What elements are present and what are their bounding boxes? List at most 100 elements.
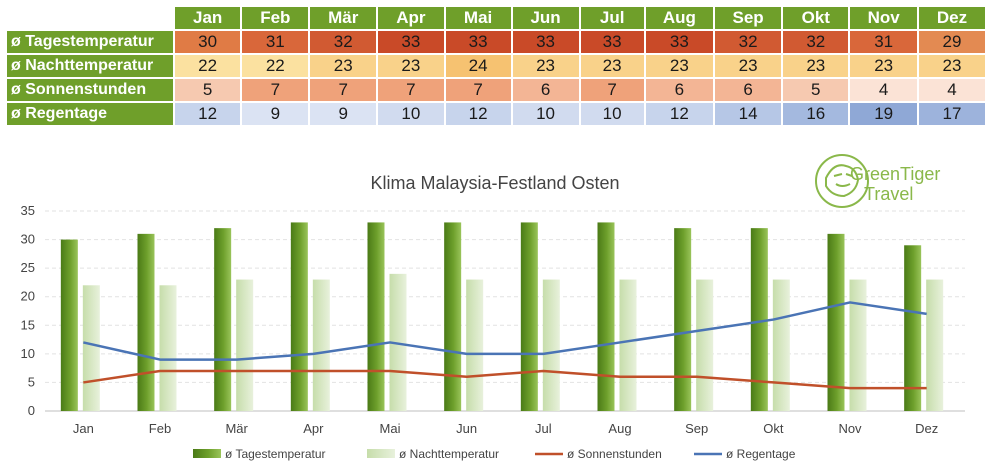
chart-legend: ø Tagestemperatur ø Nachttemperatur ø Sonn… <box>193 447 796 461</box>
table-cell: 33 <box>580 31 644 53</box>
table-cell: 22 <box>174 55 241 77</box>
month-header-11: Dez <box>919 7 985 29</box>
grid-layer <box>45 210 965 412</box>
climate-table: Jan Feb Mär Apr Mai Jun Jul Aug Sep Okt Nov Dez ø T… <box>5 5 987 127</box>
x-tick-label: Sep <box>685 421 708 436</box>
table-row: ø Tagestemperatur 30 31 32 33 33 33 33 33 32 32 31 2… <box>7 31 985 53</box>
bar-0-3 <box>290 222 308 411</box>
x-tick-label: Dez <box>915 421 938 436</box>
bar-1-8 <box>696 279 714 411</box>
table-cell: 22 <box>242 55 309 77</box>
month-header-0: Jan <box>174 7 241 29</box>
climate-chart: Klima Malaysia-Festland Osten 0 5 10 15 20 25… <box>21 173 965 461</box>
table-cell: 23 <box>714 55 782 77</box>
logo-wordmark-line1: GreenTiger <box>850 164 940 184</box>
month-header-6: Jul <box>580 7 644 29</box>
y-tick-label: 20 <box>21 289 35 304</box>
y-tick-label: 35 <box>21 203 35 218</box>
row-label: ø Regentage <box>7 103 173 125</box>
table-cell: 29 <box>919 31 985 53</box>
table-cell: 10 <box>512 103 579 125</box>
x-tick-label: Mär <box>225 421 248 436</box>
x-tick-label: Mai <box>380 421 401 436</box>
row-label: ø Nachttemperatur <box>7 55 173 77</box>
bar-0-7 <box>597 222 615 411</box>
legend-label: ø Sonnenstunden <box>567 447 662 461</box>
table-row: ø Nachttemperatur 22 22 23 23 24 23 23 23 23 23 23 2… <box>7 55 985 77</box>
month-header-5: Jun <box>512 7 579 29</box>
x-tick-label: Okt <box>763 421 784 436</box>
bar-1-10 <box>849 279 867 411</box>
y-tick-label: 15 <box>21 317 35 332</box>
table-cell: 23 <box>378 55 444 77</box>
x-tick-label: Jun <box>456 421 477 436</box>
month-header-8: Sep <box>714 7 782 29</box>
month-header-10: Nov <box>850 7 918 29</box>
table-cell: 12 <box>174 103 241 125</box>
month-header-2: Mär <box>310 7 377 29</box>
axis-layer: 0 5 10 15 20 25 30 35 Jan Feb Mär Apr Mai Jun Jul Aug Se… <box>21 203 939 436</box>
table-cell: 6 <box>645 79 713 101</box>
table-cell: 23 <box>310 55 377 77</box>
table-cell: 7 <box>310 79 377 101</box>
table-cell: 32 <box>310 31 377 53</box>
green-tiger-travel-logo: GreenTiger Travel <box>812 150 962 212</box>
month-header-9: Okt <box>783 7 849 29</box>
legend-label: ø Tagestemperatur <box>225 447 326 461</box>
table-cell: 12 <box>445 103 511 125</box>
bar-1-9 <box>772 279 790 411</box>
bar-0-6 <box>520 222 538 411</box>
table-cell: 30 <box>174 31 241 53</box>
table-cell: 23 <box>512 55 579 77</box>
month-header-row: Jan Feb Mär Apr Mai Jun Jul Aug Sep Okt Nov Dez <box>7 7 985 29</box>
table-cell: 10 <box>378 103 444 125</box>
table-cell: 32 <box>714 31 782 53</box>
table-cell: 6 <box>512 79 579 101</box>
table-cell: 23 <box>919 55 985 77</box>
bar-1-5 <box>466 279 484 411</box>
table-cell: 23 <box>850 55 918 77</box>
bar-0-9 <box>750 228 768 411</box>
bar-1-0 <box>82 285 100 411</box>
x-tick-label: Aug <box>608 421 631 436</box>
table-cell: 5 <box>174 79 241 101</box>
row-label: ø Sonnenstunden <box>7 79 173 101</box>
table-cell: 10 <box>580 103 644 125</box>
bar-1-1 <box>159 285 177 411</box>
bar-0-4 <box>367 222 385 411</box>
table-cell: 7 <box>378 79 444 101</box>
y-tick-label: 10 <box>21 346 35 361</box>
bar-1-6 <box>542 279 560 411</box>
table-cell: 16 <box>783 103 849 125</box>
table-cell: 32 <box>783 31 849 53</box>
bar-0-0 <box>60 239 78 411</box>
line-series-1 <box>83 301 927 361</box>
bar-0-8 <box>674 228 692 411</box>
legend-label: ø Regentage <box>726 447 796 461</box>
bar-0-1 <box>137 233 155 411</box>
table-cell: 7 <box>242 79 309 101</box>
legend-label: ø Nachttemperatur <box>399 447 499 461</box>
table-cell: 6 <box>714 79 782 101</box>
y-tick-label: 30 <box>21 232 35 247</box>
table-cell: 4 <box>919 79 985 101</box>
table-body: ø Tagestemperatur 30 31 32 33 33 33 33 33 32 32 31 2… <box>7 31 985 125</box>
month-header-4: Mai <box>445 7 511 29</box>
bar-0-10 <box>827 233 845 411</box>
logo-wordmark-line2: Travel <box>864 184 913 204</box>
month-header-7: Aug <box>645 7 713 29</box>
table-cell: 24 <box>445 55 511 77</box>
x-tick-label: Apr <box>303 421 324 436</box>
bar-1-2 <box>236 279 254 411</box>
bar-1-3 <box>312 279 330 411</box>
bar-0-2 <box>214 228 232 411</box>
y-tick-label: 25 <box>21 260 35 275</box>
line-series-0 <box>83 369 927 390</box>
row-label: ø Tagestemperatur <box>7 31 173 53</box>
x-tick-label: Jul <box>535 421 552 436</box>
table-cell: 23 <box>580 55 644 77</box>
table-cell: 9 <box>242 103 309 125</box>
table-cell: 33 <box>378 31 444 53</box>
x-tick-label: Feb <box>149 421 171 436</box>
table-cell: 7 <box>580 79 644 101</box>
